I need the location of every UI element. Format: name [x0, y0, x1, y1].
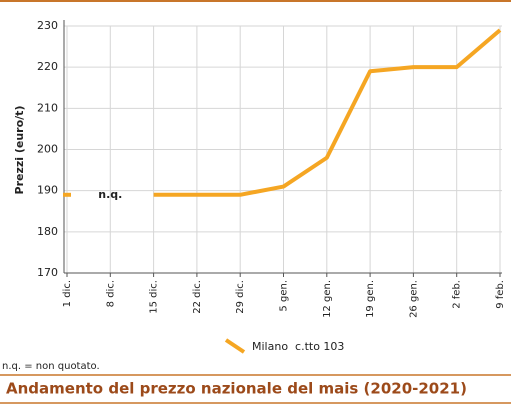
y-tick-label: 190	[37, 184, 58, 197]
legend-label: Milano c.tto 103	[252, 340, 344, 353]
x-tick-label: 26 gen.	[408, 280, 419, 318]
y-tick-label: 220	[37, 60, 58, 73]
x-tick-label: 19 gen.	[365, 280, 376, 318]
x-tick-label: 29 dic.	[235, 280, 246, 314]
x-tick-label: 5 gen.	[279, 280, 290, 312]
x-tick-label: 1 dic.	[62, 280, 73, 307]
x-tick-label: 2 feb.	[452, 280, 463, 309]
y-tick-label: 210	[37, 101, 58, 114]
y-tick-label: 180	[37, 225, 58, 238]
x-tick-label: 12 gen.	[322, 280, 333, 318]
y-tick-label: 170	[37, 266, 58, 279]
footnote: n.q. = non quotato.	[2, 361, 100, 372]
legend-swatch	[224, 338, 246, 354]
y-axis-label: Prezzi (euro/t)	[13, 106, 26, 195]
y-tick-label: 230	[37, 19, 58, 32]
x-tick-label: 15 dic.	[149, 280, 160, 314]
x-tick-label: 9 feb.	[495, 280, 506, 309]
annotation: n.q.	[98, 188, 122, 201]
line-series	[153, 28, 502, 197]
x-tick-label: 22 dic.	[192, 280, 203, 314]
y-tick-label: 200	[37, 143, 58, 156]
chart-title: Andamento del prezzo nazionale del mais …	[6, 380, 467, 398]
x-tick-label: 8 dic.	[105, 280, 116, 307]
